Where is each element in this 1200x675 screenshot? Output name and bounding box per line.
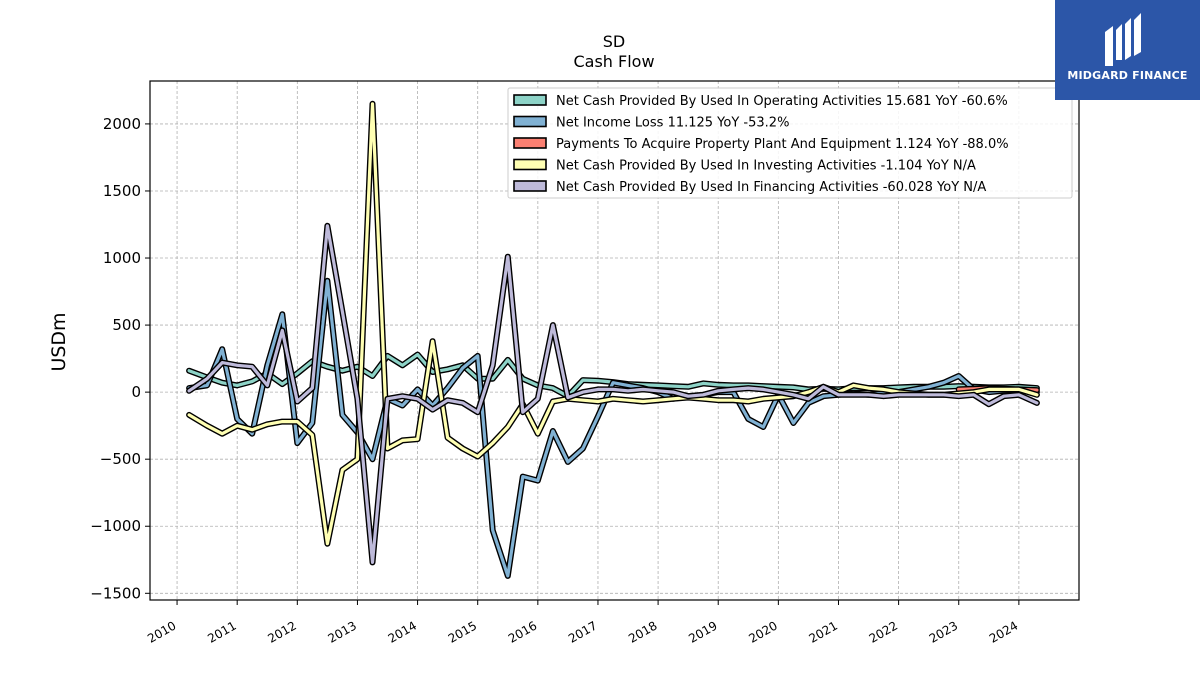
- legend-swatch-1: [513, 115, 547, 128]
- x-tick-label: 2016: [506, 618, 539, 645]
- x-tick-label: 2023: [927, 618, 960, 645]
- x-tick-label: 2020: [746, 618, 779, 645]
- y-tick-label: 1000: [103, 249, 141, 267]
- y-tick-label: −500: [100, 450, 141, 468]
- x-axis: 2010 2011 2012 2013 2014 2015 2016 2017 2018 2019…: [145, 600, 1020, 646]
- series-line-3: [187, 102, 1039, 546]
- brand-logo: MIDGARD FINANCE: [1055, 0, 1200, 100]
- y-tick-label: −1000: [90, 517, 141, 535]
- logo-mark-icon: [1105, 13, 1141, 66]
- x-tick-label: 2013: [325, 618, 358, 645]
- x-tick-label: 2024: [987, 618, 1020, 645]
- y-tick-label: 500: [112, 316, 141, 334]
- x-tick-label: 2019: [686, 618, 719, 645]
- series-line-4: [187, 224, 1039, 565]
- x-tick-label: 2012: [265, 618, 298, 645]
- plot-area-frame: [149, 80, 1080, 601]
- y-tick-label: 0: [131, 383, 141, 401]
- legend: Net Cash Provided By Used In Operating A…: [507, 87, 1073, 199]
- x-tick-label: 2021: [807, 618, 840, 645]
- y-axis: −1500 −1000 −500 0 500 1000 1500 2000: [90, 115, 150, 602]
- y-tick-label: 1500: [103, 182, 141, 200]
- x-tick-label: 2015: [446, 618, 479, 645]
- legend-label-1: Net Income Loss 11.125 YoY -53.2%: [556, 116, 789, 131]
- legend-swatch-4: [513, 180, 547, 192]
- legend-box: [507, 87, 1073, 199]
- legend-label-3: Net Cash Provided By Used In Investing A…: [556, 159, 976, 174]
- y-tick-label: 2000: [103, 115, 141, 133]
- chart-subtitle: Cash Flow: [573, 52, 654, 71]
- legend-swatch-3: [513, 158, 547, 171]
- x-tick-label: 2010: [145, 618, 178, 645]
- y-tick-label: −1500: [90, 584, 141, 602]
- legend-label-4: Net Cash Provided By Used In Financing A…: [556, 180, 986, 195]
- legend-swatch-2: [513, 137, 547, 149]
- chart-title: SD: [603, 32, 625, 51]
- x-tick-label: 2011: [205, 618, 238, 645]
- legend-label-2: Payments To Acquire Property Plant And E…: [556, 137, 1009, 152]
- legend-label-0: Net Cash Provided By Used In Operating A…: [556, 94, 1008, 109]
- series-lines: [186, 100, 1040, 579]
- y-axis-label: USDm: [48, 312, 70, 371]
- x-tick-label: 2017: [566, 618, 599, 645]
- x-tick-label: 2014: [386, 618, 419, 645]
- legend-swatch-0: [513, 94, 547, 106]
- x-tick-label: 2022: [867, 618, 900, 645]
- logo-text: MIDGARD FINANCE: [1067, 69, 1188, 82]
- x-tick-label: 2018: [626, 618, 659, 645]
